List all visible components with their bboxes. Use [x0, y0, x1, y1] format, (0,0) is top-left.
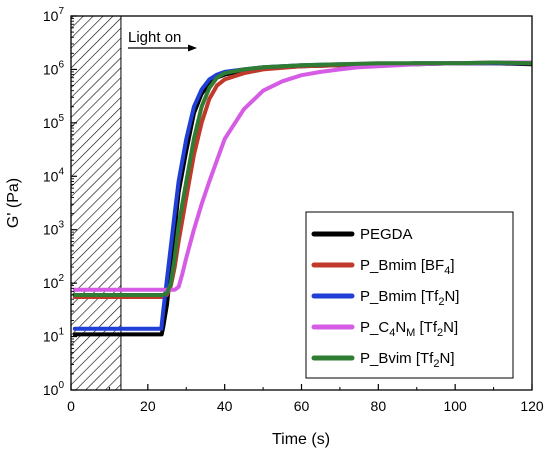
- y-axis-title: G' (Pa): [5, 178, 22, 228]
- y-tick-label: 106: [43, 59, 65, 77]
- series-line-3: [72, 60, 532, 292]
- x-axis-title: Time (s): [272, 431, 330, 448]
- legend: PEGDA P_Bmim [BF4​] P_Bmim [Tf2​N] P_C4​NM​…: [305, 211, 514, 379]
- light-on-arrow: [128, 44, 197, 52]
- legend-label-3: P_C4​NM​ [Tf2​N]: [360, 319, 458, 339]
- legend-label-0: PEGDA: [360, 226, 413, 243]
- x-tick-label: 20: [140, 398, 156, 414]
- y-tick-label: 103: [43, 220, 65, 238]
- x-tick-label: 0: [67, 398, 75, 414]
- light-on-annotation: Light on: [128, 29, 181, 46]
- x-tick-label: 60: [294, 398, 310, 414]
- x-tick-label: 120: [520, 398, 544, 414]
- y-tick-label: 107: [43, 6, 65, 24]
- x-tick-label: 80: [371, 398, 387, 414]
- legend-label-2: P_Bmim [Tf2​N]: [360, 288, 459, 308]
- y-tick-label: 105: [43, 113, 65, 131]
- legend-label-4: P_Bvim [Tf2​N]: [360, 350, 454, 370]
- y-tick-label: 101: [43, 327, 65, 345]
- x-tick-label: 40: [217, 398, 233, 414]
- y-tick-label: 102: [43, 273, 65, 291]
- y-tick-label: 100: [43, 380, 65, 398]
- y-tick-label: 104: [43, 166, 65, 184]
- x-tick-label: 100: [443, 398, 467, 414]
- legend-label-1: P_Bmim [BF4​]: [360, 257, 454, 277]
- series-line-4: [72, 60, 532, 297]
